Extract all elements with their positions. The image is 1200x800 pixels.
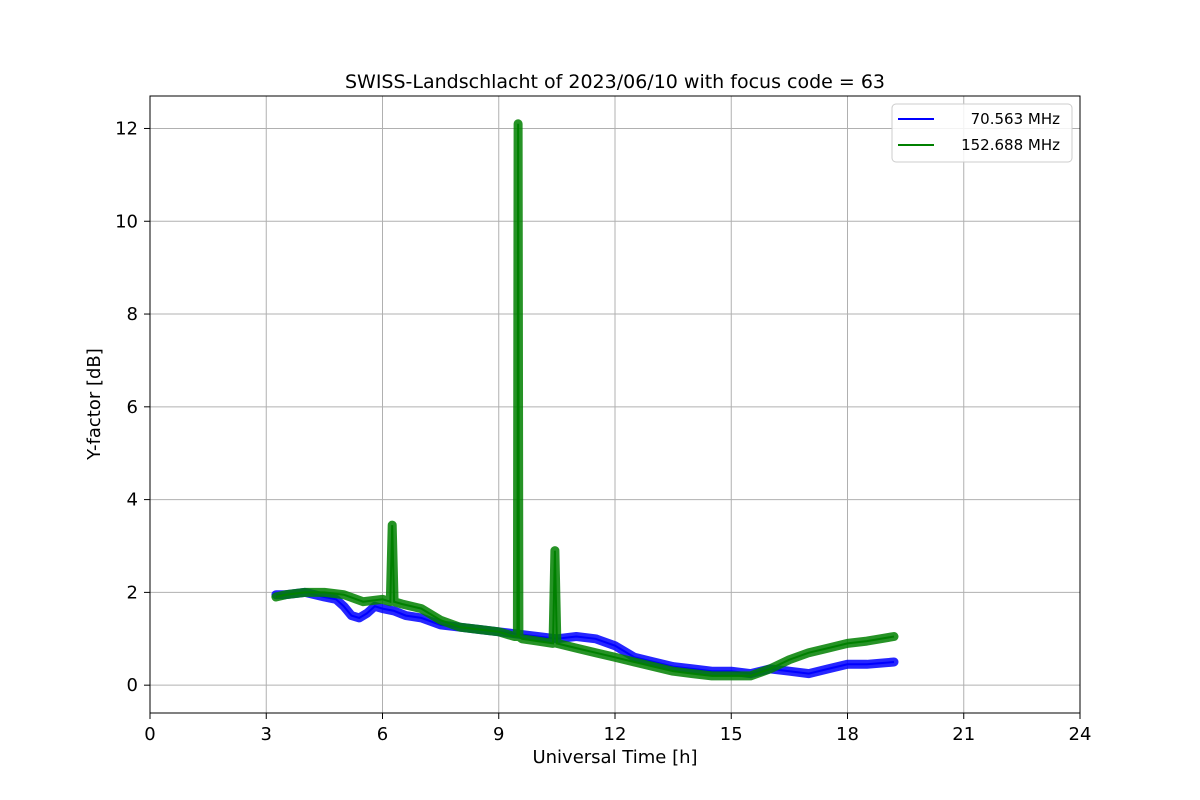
y-axis-label: Y-factor [dB] xyxy=(84,348,105,461)
x-tick-label-5: 15 xyxy=(720,724,743,745)
x-tick-label-1: 3 xyxy=(261,724,272,745)
x-tick-label-8: 24 xyxy=(1069,724,1092,745)
y-tick-label-0: 0 xyxy=(127,675,138,696)
y-tick-label-2: 4 xyxy=(127,490,138,511)
y-tick-label-1: 2 xyxy=(127,582,138,603)
chart-title: SWISS-Landschlacht of 2023/06/10 with fo… xyxy=(345,71,885,93)
y-tick-label-6: 12 xyxy=(115,118,138,139)
x-tick-label-7: 21 xyxy=(952,724,975,745)
x-tick-label-4: 12 xyxy=(604,724,627,745)
y-tick-label-3: 6 xyxy=(127,397,138,418)
legend-box xyxy=(891,103,1073,163)
x-tick-label-2: 6 xyxy=(377,724,388,745)
x-axis-label: Universal Time [h] xyxy=(532,747,697,768)
y-tick-label-4: 8 xyxy=(127,304,138,325)
legend-label-1: 152.688 MHz xyxy=(961,136,1060,154)
y-axis: 0 2 4 6 8 10 12 xyxy=(115,118,150,696)
x-tick-label-0: 0 xyxy=(144,724,155,745)
series-line-1 xyxy=(275,123,895,677)
y-tick-label-5: 10 xyxy=(115,211,138,232)
legend: 70.563 MHz 152.688 MHz xyxy=(891,103,1073,163)
x-axis: 0 3 6 9 12 15 18 21 24 xyxy=(144,713,1091,745)
x-tick-label-3: 9 xyxy=(493,724,504,745)
x-tick-label-6: 18 xyxy=(836,724,859,745)
legend-label-0: 70.563 MHz xyxy=(971,110,1060,128)
series-group xyxy=(271,119,899,681)
